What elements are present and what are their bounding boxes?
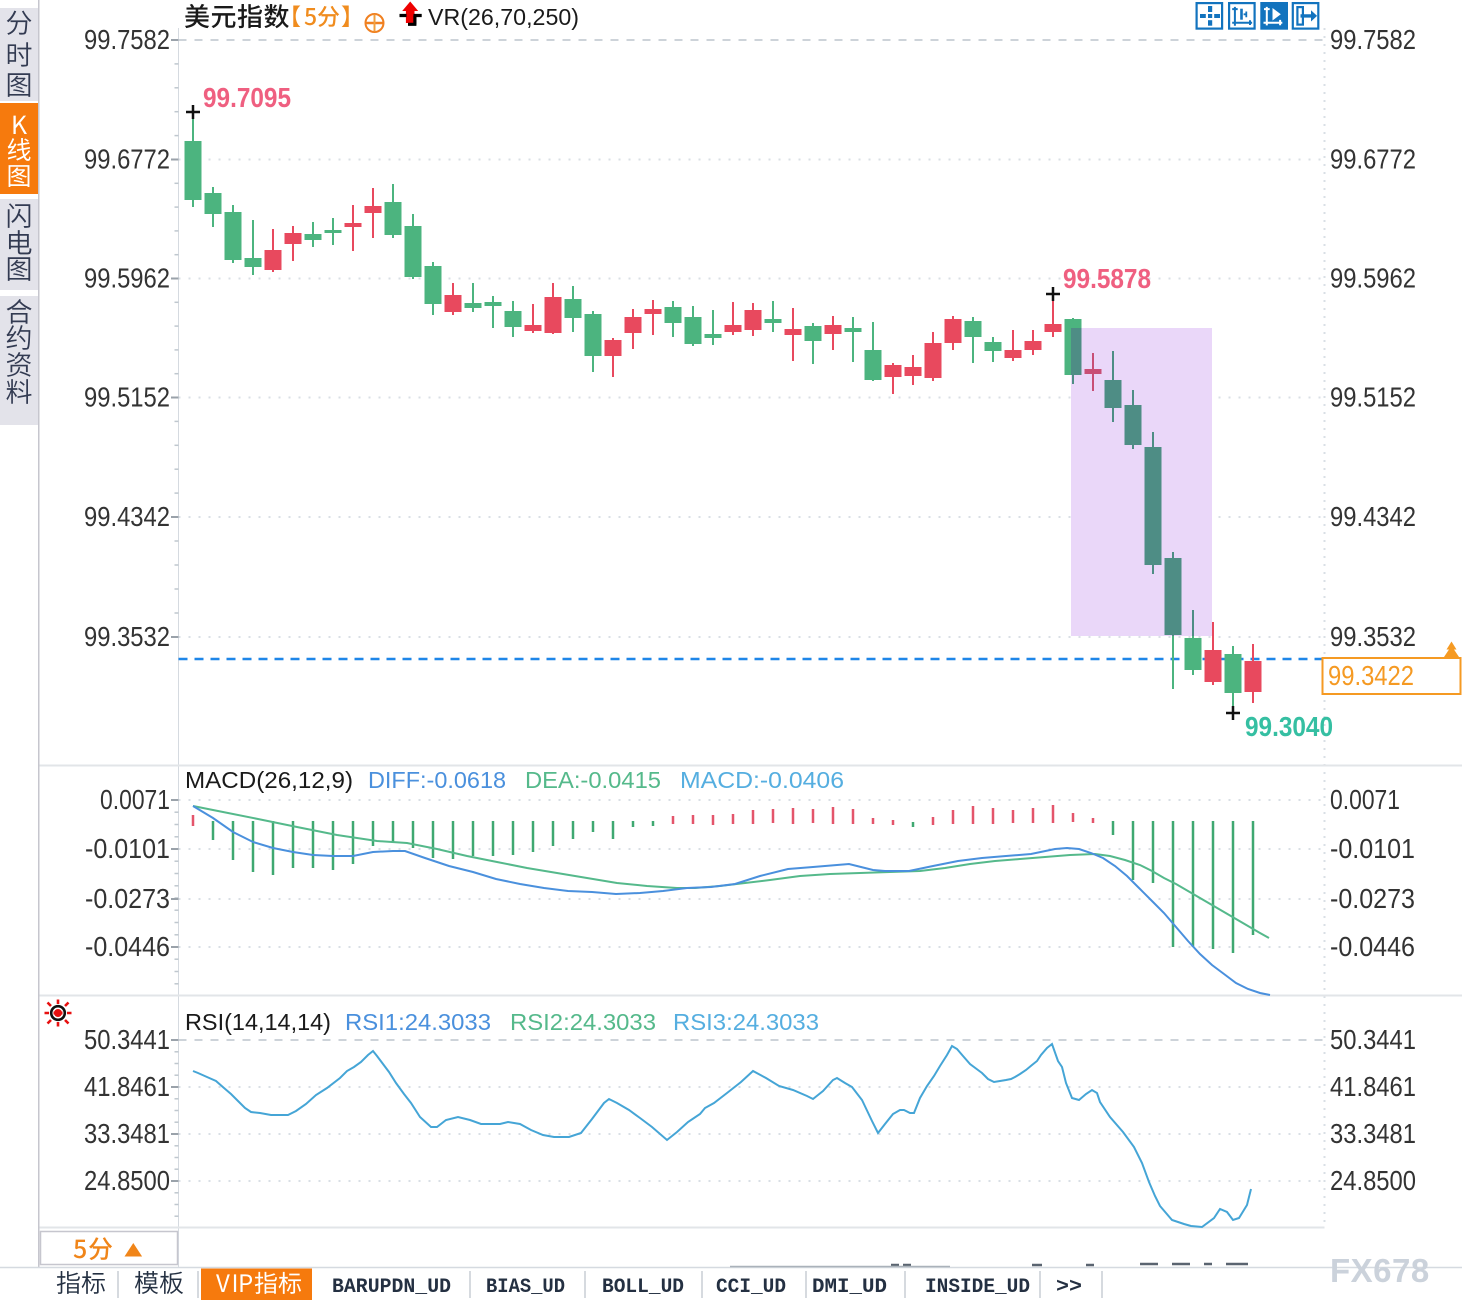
- svg-text:MACD(26,12,9): MACD(26,12,9): [185, 767, 353, 793]
- svg-text:INSIDE_UD: INSIDE_UD: [925, 1276, 1030, 1299]
- svg-text:99.3532: 99.3532: [84, 621, 170, 652]
- svg-text:BIAS_UD: BIAS_UD: [486, 1276, 565, 1299]
- svg-text:41.8461: 41.8461: [1330, 1071, 1416, 1102]
- svg-text:DMI_UD: DMI_UD: [812, 1276, 887, 1299]
- svg-text:-0.0446: -0.0446: [85, 931, 170, 962]
- svg-text:-0.0101: -0.0101: [1330, 833, 1415, 864]
- svg-text:99.7582: 99.7582: [84, 24, 170, 55]
- svg-text:99.6772: 99.6772: [84, 144, 170, 175]
- svg-text:99.7582: 99.7582: [1330, 24, 1416, 55]
- svg-text:24.8500: 24.8500: [1330, 1165, 1416, 1196]
- svg-text:99.4342: 99.4342: [84, 501, 170, 532]
- svg-text:-0.0273: -0.0273: [1330, 883, 1415, 914]
- svg-text:BARUPDN_UD: BARUPDN_UD: [332, 1276, 451, 1299]
- svg-text:RSI1:24.3033: RSI1:24.3033: [345, 1009, 491, 1035]
- svg-text:99.3532: 99.3532: [1330, 621, 1416, 652]
- svg-text:99.5152: 99.5152: [1330, 382, 1416, 413]
- svg-text:99.4342: 99.4342: [1330, 501, 1416, 532]
- svg-text:0.0071: 0.0071: [100, 784, 170, 815]
- svg-text:99.5962: 99.5962: [84, 263, 170, 294]
- svg-text:99.6772: 99.6772: [1330, 144, 1416, 175]
- svg-text:50.3441: 50.3441: [84, 1024, 170, 1055]
- svg-text:VR(26,70,250): VR(26,70,250): [428, 4, 579, 30]
- svg-text:0.0071: 0.0071: [1330, 784, 1400, 815]
- svg-text:33.3481: 33.3481: [1330, 1118, 1416, 1149]
- svg-text:50.3441: 50.3441: [1330, 1024, 1416, 1055]
- svg-text:41.8461: 41.8461: [84, 1071, 170, 1102]
- svg-text:RSI2:24.3033: RSI2:24.3033: [510, 1009, 656, 1035]
- svg-text:DEA:-0.0415: DEA:-0.0415: [525, 767, 661, 793]
- svg-text:DIFF:-0.0618: DIFF:-0.0618: [368, 767, 506, 793]
- svg-text:RSI3:24.3033: RSI3:24.3033: [673, 1009, 819, 1035]
- svg-text:24.8500: 24.8500: [84, 1165, 170, 1196]
- svg-text:99.7095: 99.7095: [203, 82, 291, 113]
- svg-text:-0.0446: -0.0446: [1330, 931, 1415, 962]
- svg-text:-0.0101: -0.0101: [85, 833, 170, 864]
- svg-text:MACD:-0.0406: MACD:-0.0406: [680, 767, 844, 793]
- svg-text:>>: >>: [1056, 1276, 1082, 1299]
- svg-text:99.3040: 99.3040: [1245, 711, 1333, 742]
- svg-text:99.5962: 99.5962: [1330, 263, 1416, 294]
- svg-text:RSI(14,14,14): RSI(14,14,14): [185, 1009, 331, 1035]
- svg-text:CCI_UD: CCI_UD: [716, 1276, 786, 1299]
- svg-text:99.3422: 99.3422: [1328, 660, 1414, 691]
- svg-text:33.3481: 33.3481: [84, 1118, 170, 1149]
- svg-text:99.5878: 99.5878: [1063, 263, 1151, 294]
- svg-text:FX678: FX678: [1330, 1252, 1430, 1289]
- svg-text:-0.0273: -0.0273: [85, 883, 170, 914]
- svg-text:99.5152: 99.5152: [84, 382, 170, 413]
- svg-text:BOLL_UD: BOLL_UD: [602, 1276, 684, 1299]
